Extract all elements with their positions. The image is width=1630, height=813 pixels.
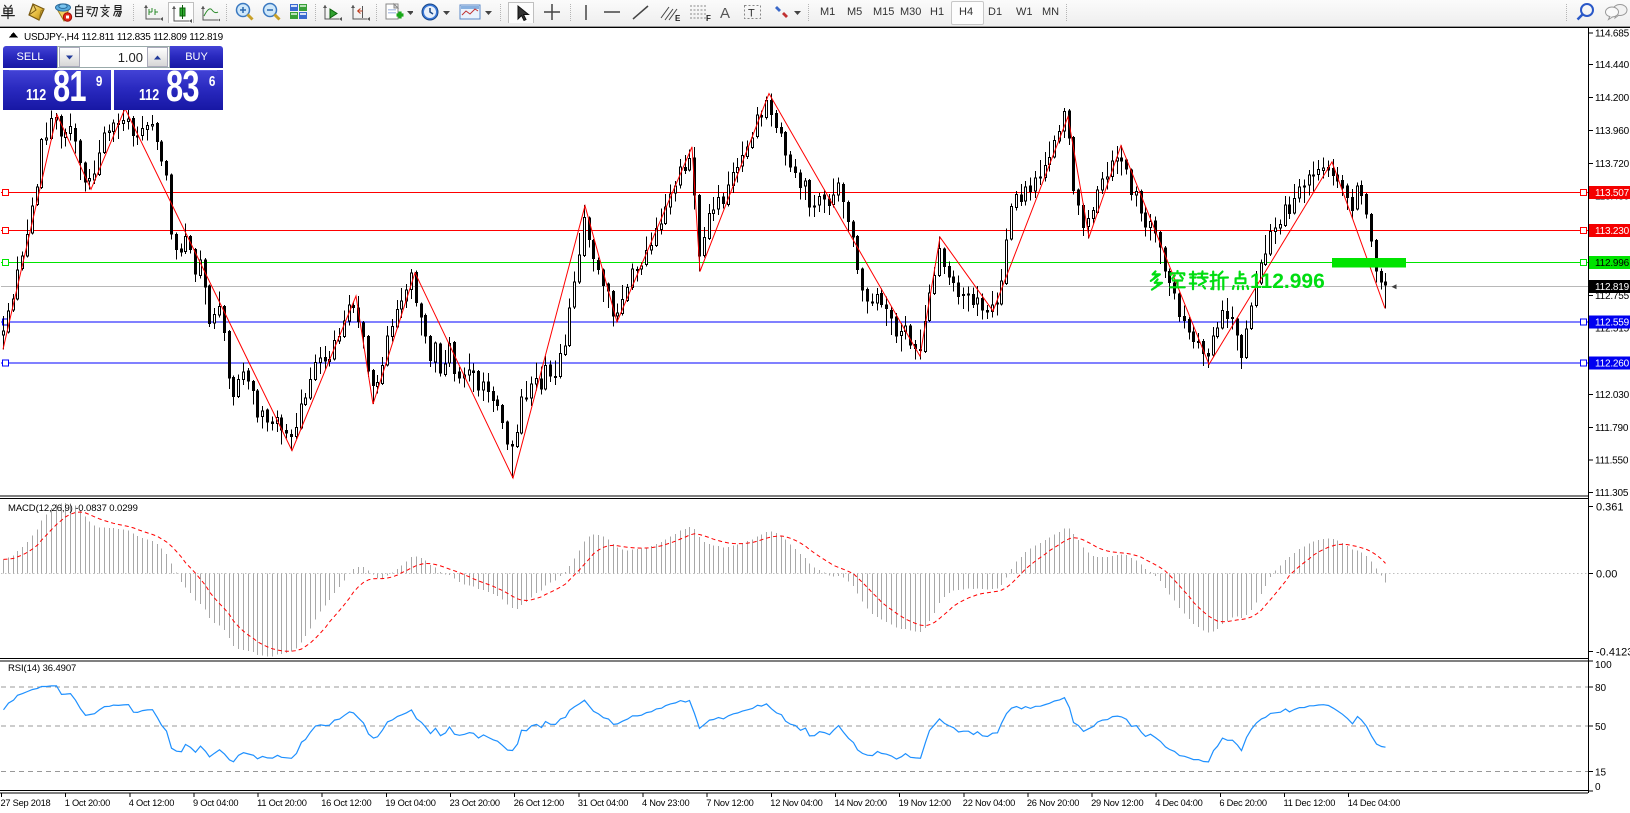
svg-text:14 Dec 04:00: 14 Dec 04:00 <box>1348 798 1400 808</box>
svg-text:114.200: 114.200 <box>1595 93 1630 104</box>
svg-text:112.996: 112.996 <box>1595 258 1630 269</box>
svg-text:E: E <box>675 14 681 23</box>
svg-text:112.996: 112.996 <box>1250 270 1325 293</box>
svg-text:27 Sep 2018: 27 Sep 2018 <box>1 798 51 808</box>
svg-text:113.720: 113.720 <box>1595 159 1630 170</box>
svg-text:4 Nov 23:00: 4 Nov 23:00 <box>642 798 689 808</box>
svg-text:100: 100 <box>1595 660 1612 671</box>
svg-text:RSI(14) 36.4907: RSI(14) 36.4907 <box>8 663 76 674</box>
svg-text:29 Nov 12:00: 29 Nov 12:00 <box>1091 798 1143 808</box>
svg-text:0: 0 <box>1595 782 1601 793</box>
svg-text:114.685: 114.685 <box>1595 29 1630 40</box>
svg-text:113.230: 113.230 <box>1595 226 1630 237</box>
svg-text:112.755: 112.755 <box>1595 291 1630 302</box>
svg-text:7 Nov 12:00: 7 Nov 12:00 <box>706 798 753 808</box>
svg-text:12 Nov 04:00: 12 Nov 04:00 <box>770 798 822 808</box>
svg-text:MACD(12,26,9) -0.0837 0.0299: MACD(12,26,9) -0.0837 0.0299 <box>8 503 138 514</box>
svg-text:16 Oct 12:00: 16 Oct 12:00 <box>321 798 371 808</box>
svg-text:A: A <box>720 5 730 22</box>
svg-text:114.440: 114.440 <box>1595 60 1630 71</box>
svg-text:F: F <box>706 14 711 23</box>
svg-text:112.515: 112.515 <box>1595 324 1630 335</box>
svg-text:14 Nov 20:00: 14 Nov 20:00 <box>835 798 887 808</box>
svg-text:111.550: 111.550 <box>1595 456 1629 467</box>
svg-text:9 Oct 04:00: 9 Oct 04:00 <box>193 798 238 808</box>
svg-text:15: 15 <box>1595 768 1607 779</box>
svg-text:113.507: 113.507 <box>1595 188 1630 199</box>
svg-text:19 Oct 04:00: 19 Oct 04:00 <box>385 798 435 808</box>
svg-text:23 Oct 20:00: 23 Oct 20:00 <box>450 798 500 808</box>
svg-text:0.00: 0.00 <box>1596 569 1617 581</box>
svg-text:31 Oct 04:00: 31 Oct 04:00 <box>578 798 628 808</box>
svg-text:USDJPY-,H4 112.811 112.835 11: USDJPY-,H4 112.811 112.835 112.809 112.8… <box>24 32 224 43</box>
svg-text:112.819: 112.819 <box>1595 282 1630 293</box>
svg-text:22 Nov 04:00: 22 Nov 04:00 <box>963 798 1015 808</box>
svg-text:112.559: 112.559 <box>1595 318 1630 329</box>
svg-text:4 Oct 12:00: 4 Oct 12:00 <box>129 798 174 808</box>
svg-text:113.960: 113.960 <box>1595 126 1630 137</box>
svg-text:19 Nov 12:00: 19 Nov 12:00 <box>899 798 951 808</box>
svg-text:112.260: 112.260 <box>1595 359 1630 370</box>
svg-text:-0.4123: -0.4123 <box>1596 647 1630 659</box>
svg-text:11 Dec 12:00: 11 Dec 12:00 <box>1284 798 1336 808</box>
svg-text:111.305: 111.305 <box>1595 488 1629 499</box>
svg-text:112.030: 112.030 <box>1595 390 1630 401</box>
svg-text:26 Nov 20:00: 26 Nov 20:00 <box>1027 798 1079 808</box>
svg-text:111.790: 111.790 <box>1595 423 1629 434</box>
svg-text:26 Oct 12:00: 26 Oct 12:00 <box>514 798 564 808</box>
svg-text:1 Oct 20:00: 1 Oct 20:00 <box>65 798 110 808</box>
svg-text:80: 80 <box>1595 683 1607 694</box>
svg-text:11 Oct 20:00: 11 Oct 20:00 <box>257 798 307 808</box>
svg-text:50: 50 <box>1595 722 1607 733</box>
svg-text:4 Dec 04:00: 4 Dec 04:00 <box>1155 798 1202 808</box>
svg-text:T: T <box>748 8 755 20</box>
svg-text:0.361: 0.361 <box>1596 502 1624 514</box>
svg-text:6 Dec 20:00: 6 Dec 20:00 <box>1219 798 1266 808</box>
